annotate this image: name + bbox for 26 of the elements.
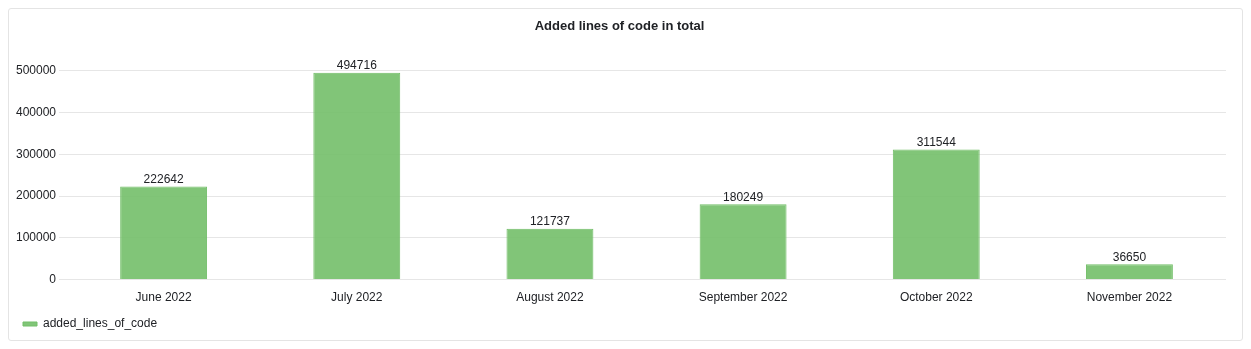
bar (313, 72, 401, 280)
bar (699, 204, 787, 280)
data-label: 311544 (916, 134, 957, 149)
data-label: 222642 (143, 171, 184, 186)
bar (892, 149, 980, 280)
x-tick-label: September 2022 (698, 290, 788, 305)
bar (506, 228, 594, 280)
chart-title: Added lines of code in total (534, 18, 705, 34)
y-tick-label: 300000 (16, 146, 57, 161)
x-tick-label: July 2022 (331, 290, 383, 305)
legend-label: added_lines_of_code (43, 316, 158, 331)
bar (1085, 264, 1173, 280)
x-tick-label: June 2022 (135, 290, 192, 305)
y-tick-label: 200000 (16, 188, 57, 203)
data-label: 494716 (336, 58, 378, 73)
bar (120, 186, 208, 280)
x-tick-label: October 2022 (899, 290, 973, 305)
x-tick-label: August 2022 (516, 290, 584, 305)
data-label: 36650 (1112, 249, 1147, 264)
data-label: 180249 (723, 189, 764, 204)
y-tick-label: 500000 (16, 62, 57, 77)
data-label: 121737 (529, 214, 571, 229)
x-tick-label: November 2022 (1086, 290, 1173, 305)
y-tick-label: 400000 (16, 104, 57, 119)
y-tick-label: 0 (49, 271, 57, 286)
y-tick-label: 100000 (16, 230, 57, 245)
